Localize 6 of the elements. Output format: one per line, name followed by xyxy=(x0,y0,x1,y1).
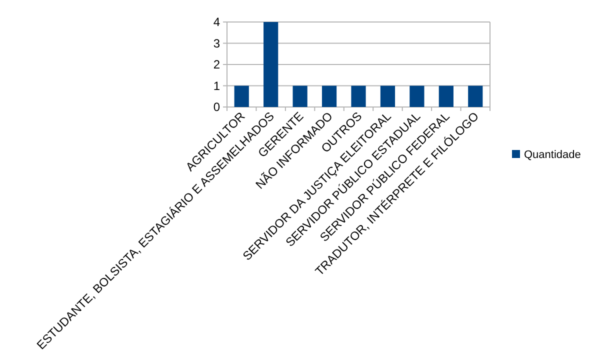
y-tick-label: 2 xyxy=(213,58,220,72)
y-tick-label: 3 xyxy=(213,36,220,50)
legend-label: Quantidade xyxy=(524,148,581,161)
y-tick-label: 4 xyxy=(213,15,220,30)
y-tick-label: 0 xyxy=(213,100,220,114)
y-tick-label: 1 xyxy=(213,78,220,93)
